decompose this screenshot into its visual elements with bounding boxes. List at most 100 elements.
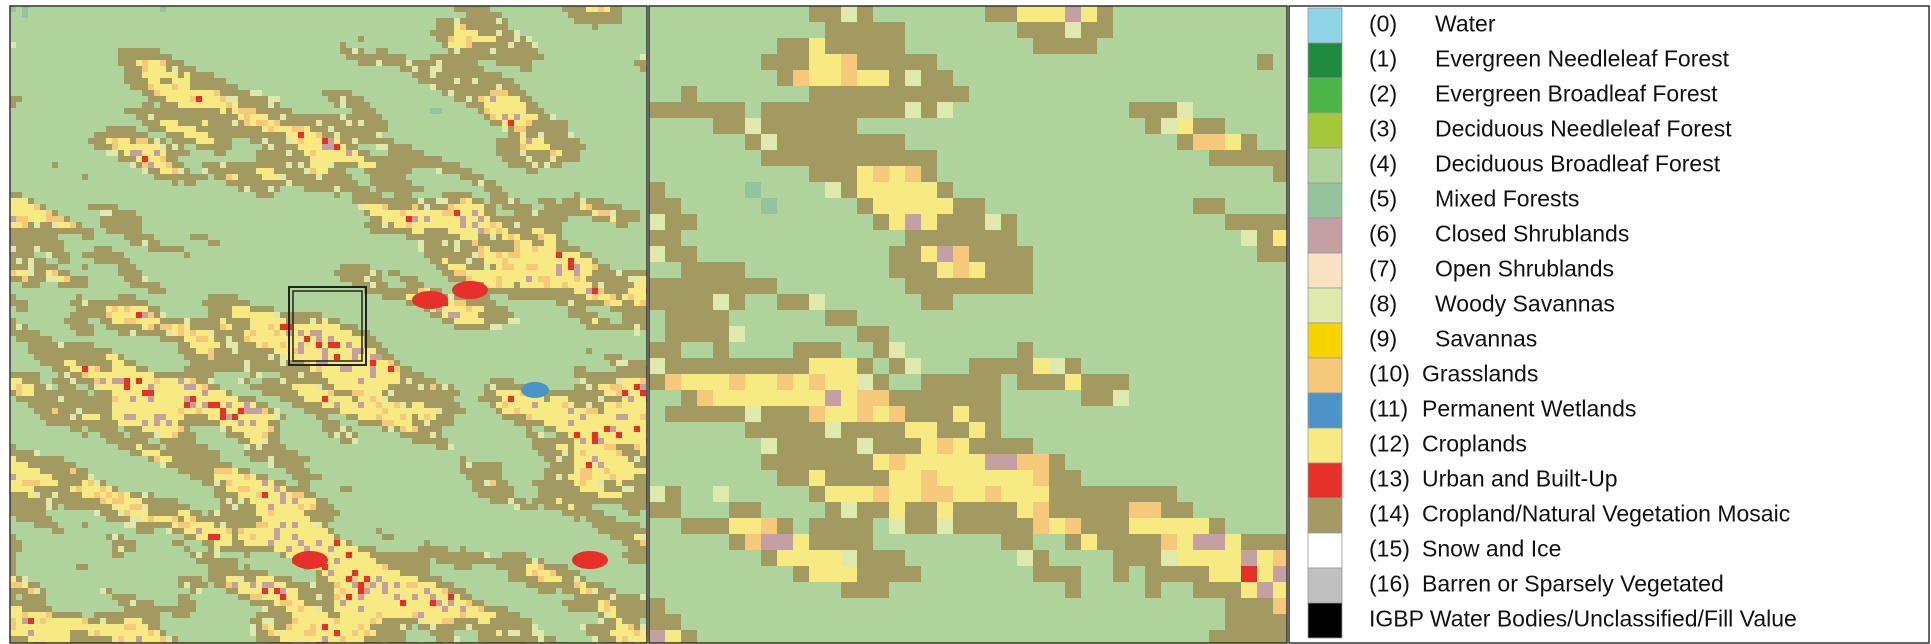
land-cell <box>328 138 334 144</box>
land-cell <box>64 222 70 228</box>
land-cell <box>568 408 574 414</box>
land-cell <box>148 120 154 126</box>
land-cell <box>172 414 178 420</box>
land-cell <box>472 84 478 90</box>
land-cell <box>220 102 226 108</box>
land-cell <box>16 456 22 462</box>
land-cell <box>244 582 250 588</box>
land-cell <box>418 66 424 72</box>
land-cell <box>28 486 34 492</box>
land-cell <box>406 402 412 408</box>
land-cell <box>514 54 520 60</box>
land-cell <box>172 408 178 414</box>
land-cell <box>64 408 70 414</box>
land-cell <box>538 264 544 270</box>
land-cell <box>256 192 262 198</box>
land-cell <box>154 372 160 378</box>
land-cell <box>490 300 496 306</box>
land-cell <box>610 378 616 384</box>
land-cell <box>316 588 322 594</box>
land-cell <box>322 378 328 384</box>
land-cell <box>436 162 442 168</box>
land-cell <box>634 426 640 432</box>
land-cell <box>256 168 262 174</box>
land-cell <box>358 360 364 366</box>
land-cell <box>562 402 568 408</box>
land-cell <box>448 30 454 36</box>
land-cell <box>256 528 262 534</box>
land-cell <box>232 174 238 180</box>
land-cell <box>502 480 508 486</box>
land-cell <box>178 162 184 168</box>
land-cell <box>532 438 538 444</box>
land-cell <box>250 96 256 102</box>
land-cell <box>310 126 316 132</box>
land-cell <box>616 426 622 432</box>
land-cell <box>610 408 616 414</box>
land-cell <box>100 252 106 258</box>
land-cell <box>508 78 514 84</box>
land-cell <box>568 504 574 510</box>
land-cell <box>580 258 586 264</box>
land-cell <box>226 312 232 318</box>
land-cell <box>640 486 646 492</box>
land-cell <box>124 156 130 162</box>
land-cell <box>358 162 364 168</box>
land-cell <box>400 180 406 186</box>
land-cell <box>76 222 82 228</box>
land-cell <box>292 396 298 402</box>
land-cell <box>400 144 406 150</box>
land-cell <box>52 480 58 486</box>
land-cell <box>256 96 262 102</box>
land-cell <box>382 414 388 420</box>
land-cell <box>466 6 472 12</box>
land-cell <box>340 354 346 360</box>
land-cell <box>634 498 640 504</box>
land-cell <box>70 462 76 468</box>
land-cell <box>10 252 16 258</box>
land-cell <box>202 402 208 408</box>
land-cell <box>70 402 76 408</box>
land-cell <box>568 150 574 156</box>
land-cell <box>214 474 220 480</box>
land-cell <box>310 174 316 180</box>
land-cell <box>160 84 166 90</box>
land-cell <box>436 438 442 444</box>
land-cell <box>544 480 550 486</box>
land-cell <box>346 576 352 582</box>
land-cell <box>232 162 238 168</box>
land-cell <box>226 576 232 582</box>
land-cell <box>400 156 406 162</box>
land-cell <box>172 66 178 72</box>
land-cell <box>340 276 346 282</box>
land-cell <box>484 78 490 84</box>
land-cell <box>586 420 592 426</box>
land-cell <box>490 120 496 126</box>
land-cell <box>598 18 604 24</box>
land-cell <box>262 486 268 492</box>
land-cell <box>40 516 46 522</box>
land-cell <box>208 114 214 120</box>
land-cell <box>214 540 220 546</box>
land-cell <box>130 126 136 132</box>
land-cell <box>10 558 16 564</box>
land-cell <box>400 54 406 60</box>
land-cell <box>616 474 622 480</box>
land-cell <box>94 372 100 378</box>
land-cell <box>244 480 250 486</box>
land-cell <box>22 330 28 336</box>
land-cell <box>214 450 220 456</box>
land-cell <box>574 198 580 204</box>
land-cell <box>136 408 142 414</box>
land-cell <box>628 402 634 408</box>
land-cell <box>274 354 280 360</box>
land-cell <box>322 402 328 408</box>
land-cell <box>40 264 46 270</box>
land-cell <box>394 54 400 60</box>
land-cell <box>544 294 550 300</box>
land-cell <box>514 204 520 210</box>
land-cell <box>352 282 358 288</box>
land-cell <box>208 84 214 90</box>
land-cell <box>142 330 148 336</box>
land-cell <box>610 420 616 426</box>
